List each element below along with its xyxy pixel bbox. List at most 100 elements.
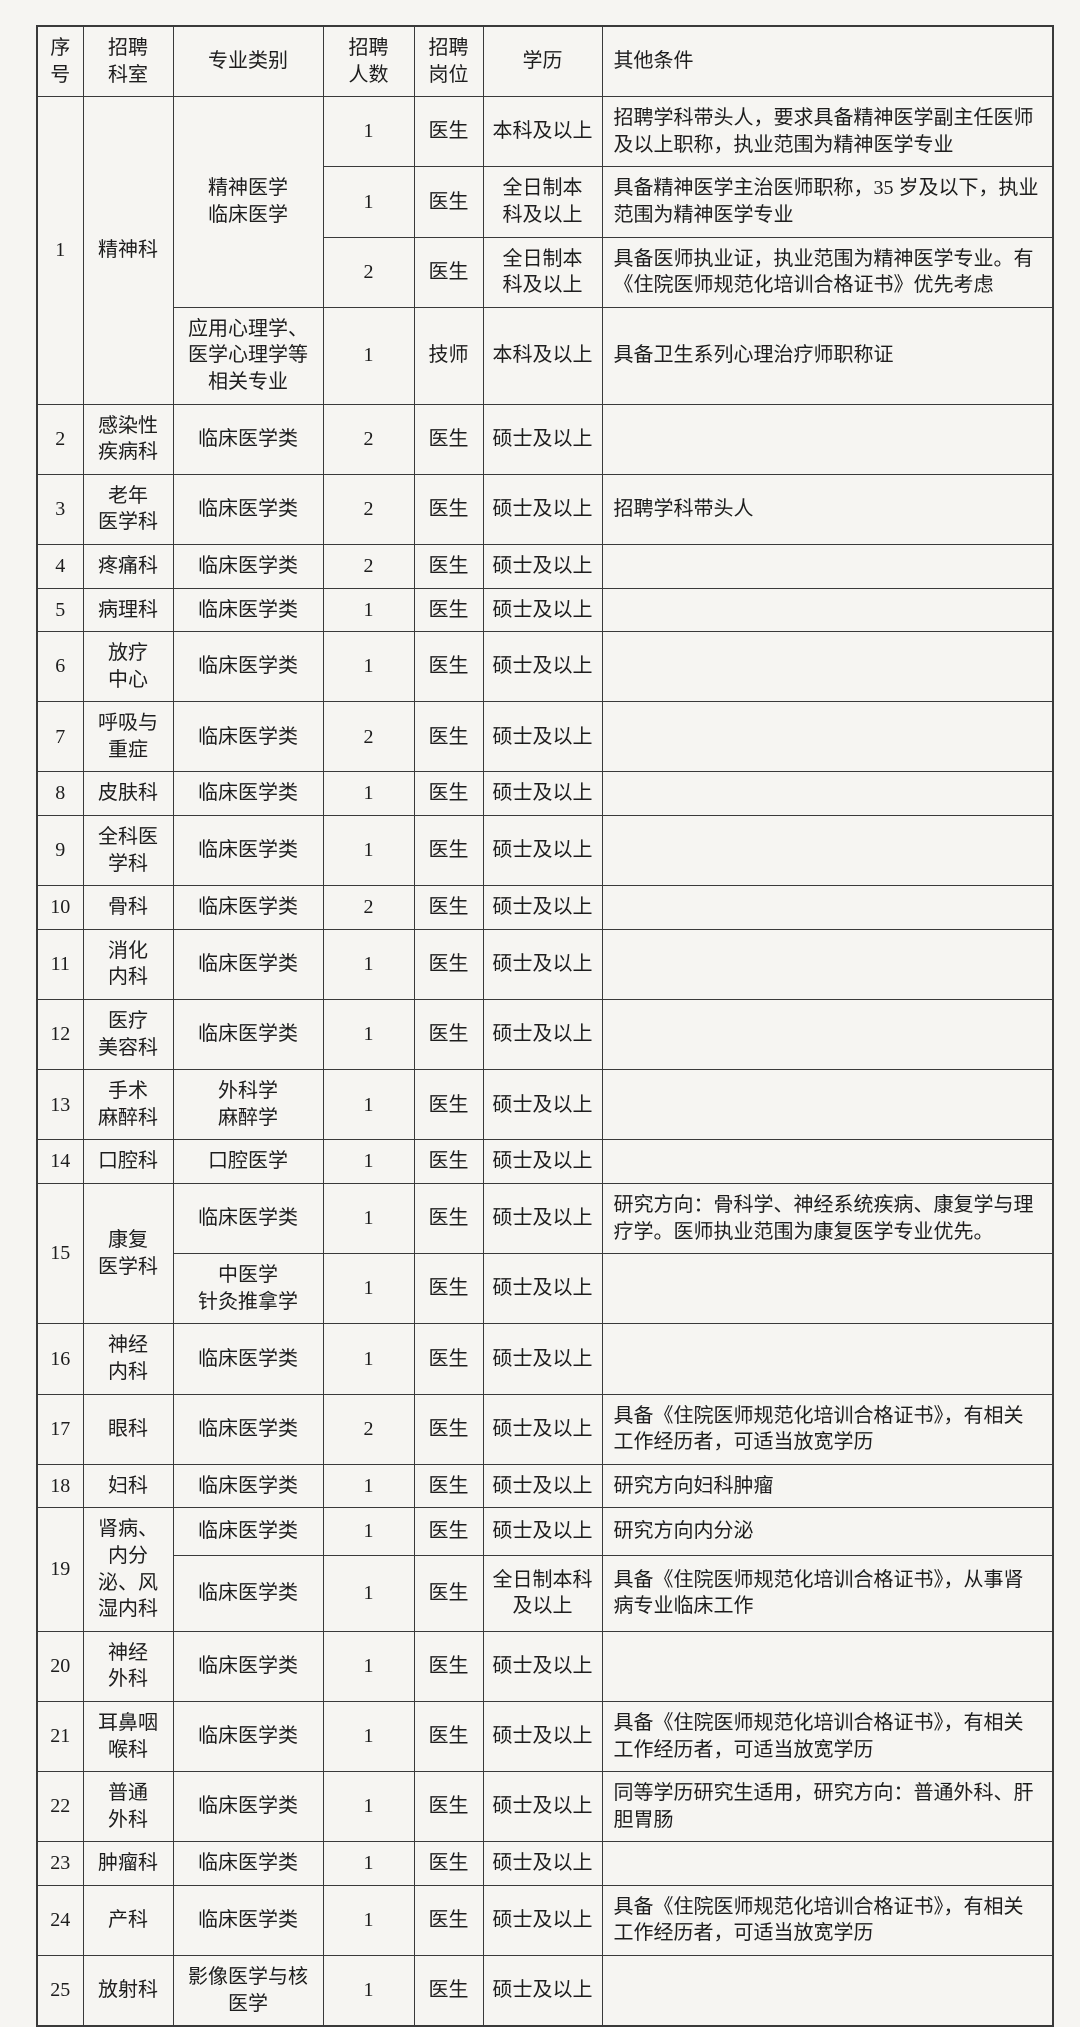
table-cell: 2 bbox=[322, 473, 415, 545]
table-row: 4 疼痛科 临床医学类 2 医生 硕士及以上 bbox=[36, 543, 1054, 589]
table-row: 7 呼吸与 重症 临床医学类 2 医生 硕士及以上 bbox=[36, 701, 1054, 773]
table-cell: 临床医学类 bbox=[172, 885, 324, 930]
table-cell bbox=[601, 1323, 1054, 1395]
table-cell: 临床医学类 bbox=[172, 1463, 324, 1509]
table-row: 20 神经 外科 临床医学类 1 医生 硕士及以上 bbox=[36, 1630, 1054, 1702]
table-row: 16 神经 内科 临床医学类 1 医生 硕士及以上 bbox=[36, 1323, 1054, 1395]
table-cell: 硕士及以上 bbox=[482, 1630, 603, 1702]
table-cell: 17 bbox=[36, 1393, 84, 1465]
table-cell: 3 bbox=[36, 473, 84, 545]
table-cell: 2 bbox=[36, 403, 84, 475]
table-cell: 外科学 麻醉学 bbox=[172, 1069, 324, 1141]
table-row: 中医学 针灸推拿学 1 医生 硕士及以上 bbox=[37, 1253, 1054, 1325]
table-row: 1 精神科 精神医学 临床医学 1 医生 本科及以上 招聘学科带头人，要求具备精神医学副主任… bbox=[36, 96, 1054, 405]
table-cell: 1 bbox=[322, 999, 415, 1071]
table-cell bbox=[601, 587, 1054, 633]
table-cell: 全日制本 科及以上 bbox=[482, 236, 603, 308]
table-cell: 招聘学科带头人，要求具备精神医学副主任医师及以上职称，执业范围为精神医学专业 bbox=[601, 96, 1054, 168]
table-cell: 硕士及以上 bbox=[482, 1771, 603, 1843]
table-cell: 20 bbox=[36, 1630, 84, 1702]
table-cell: 本科及以上 bbox=[482, 306, 603, 405]
table-cell: 手术 麻醉科 bbox=[82, 1069, 174, 1141]
table-cell: 耳鼻咽 喉科 bbox=[82, 1700, 174, 1773]
table-cell: 硕士及以上 bbox=[482, 631, 603, 703]
table-cell bbox=[601, 999, 1054, 1071]
table-cell: 具备医师执业证，执业范围为精神医学专业。有《住院医师规范化培训合格证书》优先考虑 bbox=[601, 236, 1054, 308]
table-cell: 2 bbox=[322, 701, 415, 773]
table-row: 6 放疗 中心 临床医学类 1 医生 硕士及以上 bbox=[36, 631, 1054, 703]
table-cell: 医生 bbox=[413, 1253, 484, 1325]
table-header-row: 序号 招聘 科室 专业类别 招聘 人数 招聘 岗位 学历 其他条件 bbox=[36, 25, 1054, 98]
table-cell bbox=[601, 815, 1054, 887]
table-cell: 病理科 bbox=[82, 587, 174, 633]
table-cell: 骨科 bbox=[82, 885, 174, 930]
col-header-index: 序号 bbox=[36, 25, 84, 98]
table-cell: 妇科 bbox=[82, 1463, 174, 1509]
table-cell: 招聘学科带头人 bbox=[601, 473, 1054, 545]
table-cell bbox=[601, 771, 1054, 817]
table-cell: 1 bbox=[322, 1182, 415, 1255]
table-row: 2 感染性 疾病科 临床医学类 2 医生 硕士及以上 bbox=[36, 403, 1054, 475]
table-cell: 1 bbox=[322, 1139, 415, 1184]
table-cell: 1 bbox=[322, 1507, 415, 1556]
table-cell: 8 bbox=[36, 771, 84, 817]
table-cell: 影像医学与核 医学 bbox=[172, 1955, 324, 2027]
table-cell: 2 bbox=[322, 543, 415, 589]
table-cell: 硕士及以上 bbox=[482, 1182, 603, 1255]
table-row: 18 妇科 临床医学类 1 医生 硕士及以上 研究方向妇科肿瘤 bbox=[36, 1463, 1054, 1509]
table-cell: 临床医学类 bbox=[172, 1700, 324, 1773]
table-cell: 临床医学类 bbox=[172, 928, 324, 1001]
table-cell: 医疗 美容科 bbox=[82, 999, 174, 1071]
table-cell: 医生 bbox=[413, 1393, 484, 1465]
table-cell: 医生 bbox=[413, 1554, 484, 1632]
table-cell: 6 bbox=[36, 631, 84, 703]
table-cell: 7 bbox=[36, 701, 84, 773]
table-cell: 1 bbox=[322, 771, 415, 817]
table-cell: 口腔科 bbox=[82, 1139, 174, 1184]
table-cell: 1 bbox=[322, 96, 415, 168]
table-cell: 19 bbox=[36, 1507, 84, 1632]
table-cell: 技师 bbox=[413, 306, 484, 405]
table-cell: 具备《住院医师规范化培训合格证书》，有相关工作经历者，可适当放宽学历 bbox=[601, 1884, 1054, 1957]
table-cell bbox=[601, 1253, 1054, 1325]
table-cell: 临床医学类 bbox=[172, 631, 324, 703]
table-cell: 具备《住院医师规范化培训合格证书》，有相关工作经历者，可适当放宽学历 bbox=[601, 1700, 1054, 1773]
table-cell: 医生 bbox=[413, 1182, 484, 1255]
table-cell: 1 bbox=[36, 96, 84, 405]
table-cell: 临床医学类 bbox=[172, 771, 324, 817]
table-cell: 研究方向：骨科学、神经系统疾病、康复学与理疗学。医师执业范围为康复医学专业优先。 bbox=[601, 1182, 1054, 1255]
table-cell: 精神医学 临床医学 bbox=[172, 96, 324, 308]
table-cell: 神经 内科 bbox=[82, 1323, 174, 1395]
table-cell: 医生 bbox=[413, 1771, 484, 1843]
table-cell: 硕士及以上 bbox=[482, 1841, 603, 1886]
table-cell: 全日制本科 及以上 bbox=[482, 1554, 603, 1632]
table-cell: 医生 bbox=[413, 587, 484, 633]
table-row: 10 骨科 临床医学类 2 医生 硕士及以上 bbox=[36, 885, 1054, 930]
table-cell: 2 bbox=[322, 1393, 415, 1465]
table-row: 14 口腔科 口腔医学 1 医生 硕士及以上 bbox=[36, 1139, 1054, 1184]
table-cell: 产科 bbox=[82, 1884, 174, 1957]
table-cell bbox=[601, 885, 1054, 930]
table-cell: 应用心理学、 医学心理学等 相关专业 bbox=[172, 306, 324, 405]
table-cell: 皮肤科 bbox=[82, 771, 174, 817]
table-cell: 硕士及以上 bbox=[482, 771, 603, 817]
table-cell: 具备精神医学主治医师职称，35 岁及以下，执业范围为精神医学专业 bbox=[601, 166, 1054, 238]
table-cell bbox=[601, 543, 1054, 589]
table-cell: 临床医学类 bbox=[172, 1393, 324, 1465]
table-cell: 临床医学类 bbox=[172, 587, 324, 633]
table-cell bbox=[601, 701, 1054, 773]
table-cell: 消化 内科 bbox=[82, 928, 174, 1001]
table-cell: 临床医学类 bbox=[172, 403, 324, 475]
table-cell: 1 bbox=[322, 928, 415, 1001]
table-cell: 医生 bbox=[413, 885, 484, 930]
table-cell: 9 bbox=[36, 815, 84, 887]
table-cell: 医生 bbox=[413, 236, 484, 308]
table-row: 临床医学类 1 医生 全日制本科 及以上 具备《住院医师规范化培训合格证书》，从事肾病专… bbox=[37, 1554, 1054, 1632]
table-cell: 中医学 针灸推拿学 bbox=[172, 1253, 324, 1325]
table-cell: 医生 bbox=[413, 928, 484, 1001]
table-cell: 25 bbox=[36, 1955, 84, 2027]
table-cell bbox=[601, 928, 1054, 1001]
table-cell: 研究方向妇科肿瘤 bbox=[601, 1463, 1054, 1509]
table-cell: 11 bbox=[36, 928, 84, 1001]
